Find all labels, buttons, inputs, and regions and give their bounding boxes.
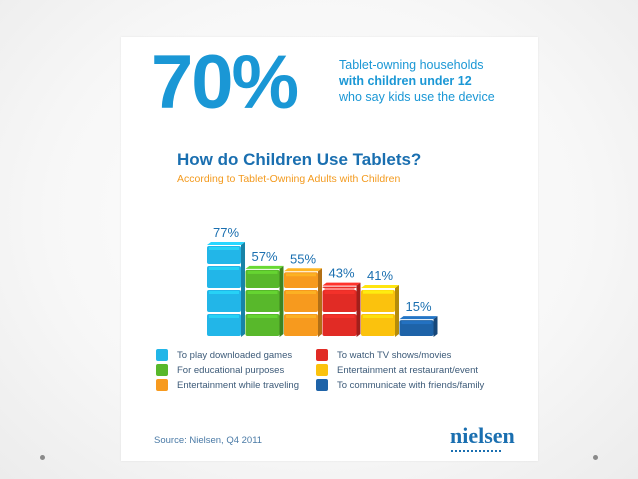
bar-block-highlight — [324, 315, 355, 318]
headline-line-1: Tablet-owning households — [339, 58, 484, 72]
legend-swatch — [316, 349, 328, 361]
bar-block — [284, 290, 318, 312]
bar-top — [399, 316, 438, 320]
bar-block-highlight — [401, 321, 432, 325]
bar-block — [207, 266, 241, 288]
bar-block-highlight — [247, 291, 278, 294]
bar-block-highlight — [209, 247, 239, 250]
bar-side — [318, 268, 322, 337]
bar-block-highlight — [286, 273, 316, 277]
bar-top — [207, 242, 245, 245]
legend-label: Entertainment while traveling — [177, 379, 299, 391]
legend-label: For educational purposes — [177, 364, 285, 376]
bar-block — [322, 314, 357, 336]
bar-3 — [284, 268, 322, 337]
bar-side — [433, 316, 438, 337]
legend-item: To watch TV shows/movies — [316, 349, 451, 361]
bar-block-highlight — [286, 291, 316, 294]
bar-side — [241, 242, 245, 337]
bar-block-highlight — [286, 315, 316, 318]
slide-left-dot — [40, 455, 45, 460]
bar-block — [207, 314, 241, 336]
bar-5 — [361, 285, 399, 337]
source-note: Source: Nielsen, Q4 2011 — [154, 435, 263, 446]
bar-block-highlight — [363, 290, 393, 294]
bar-value-label: 15% — [405, 299, 431, 314]
bar-block — [361, 290, 395, 312]
bar-2 — [245, 265, 284, 337]
bar-block — [207, 290, 241, 312]
legend-item: For educational purposes — [156, 364, 284, 376]
bar-block — [284, 314, 318, 336]
bar-block-highlight — [247, 270, 278, 274]
bar-value-label: 55% — [290, 251, 316, 266]
headline-line-2: with children under 12 — [339, 74, 472, 88]
bar-chart: 77% 57% 55% 43% 41% 15% — [207, 225, 438, 337]
bar-block — [245, 269, 280, 288]
slide-right-dot — [593, 455, 598, 460]
bar-top — [322, 282, 361, 286]
chart-subtitle: According to Tablet-Owning Adults with C… — [177, 173, 401, 185]
legend-item: To play downloaded games — [156, 349, 292, 361]
legend-swatch — [156, 379, 168, 391]
headline-line-3: who say kids use the device — [339, 90, 495, 104]
bar-block — [361, 314, 395, 336]
bar-6 — [399, 316, 438, 337]
legend-label: To watch TV shows/movies — [337, 349, 452, 361]
legend-swatch — [316, 364, 328, 376]
bar-side — [356, 282, 361, 337]
legend-label: Entertainment at restaurant/event — [337, 364, 478, 376]
headline-description: Tablet-owning households with children u… — [339, 57, 529, 105]
bar-value-label: 77% — [213, 225, 239, 240]
legend-label: To play downloaded games — [177, 349, 293, 361]
bar-top — [361, 285, 399, 289]
legend-swatch — [316, 379, 328, 391]
bar-value-label: 41% — [367, 268, 393, 283]
headline-percentage: 70% — [151, 40, 299, 125]
legend-label: To communicate with friends/family — [337, 379, 485, 391]
legend-swatch — [156, 349, 168, 361]
legend-swatch — [156, 364, 168, 376]
bar-1 — [207, 242, 245, 337]
bar-value-label: 43% — [328, 266, 354, 281]
bar-block-highlight — [247, 315, 278, 318]
bar-block-highlight — [209, 291, 239, 294]
bar-side — [395, 285, 399, 337]
legend-item: To communicate with friends/family — [316, 379, 484, 391]
bar-block-highlight — [209, 315, 239, 318]
bar-block-highlight — [209, 267, 239, 270]
bar-block — [207, 246, 241, 264]
bar-block — [245, 314, 280, 336]
bar-top — [245, 265, 284, 269]
bar-4 — [322, 282, 361, 337]
bar-block-highlight — [324, 287, 355, 291]
bar-block-highlight — [324, 291, 355, 294]
nielsen-logo-dots — [451, 450, 501, 454]
bar-block-highlight — [363, 315, 393, 318]
bar-block — [322, 290, 357, 312]
bar-side — [279, 265, 284, 337]
infographic-card: 70% Tablet-owning households with childr… — [121, 37, 538, 461]
bar-value-label: 57% — [251, 249, 277, 264]
bar-block — [245, 290, 280, 312]
legend-item: Entertainment at restaurant/event — [316, 364, 478, 376]
chart-title: How do Children Use Tablets? — [177, 150, 422, 169]
bar-top — [284, 268, 322, 272]
legend-item: Entertainment while traveling — [156, 379, 299, 391]
nielsen-logo: nielsen — [450, 423, 515, 448]
